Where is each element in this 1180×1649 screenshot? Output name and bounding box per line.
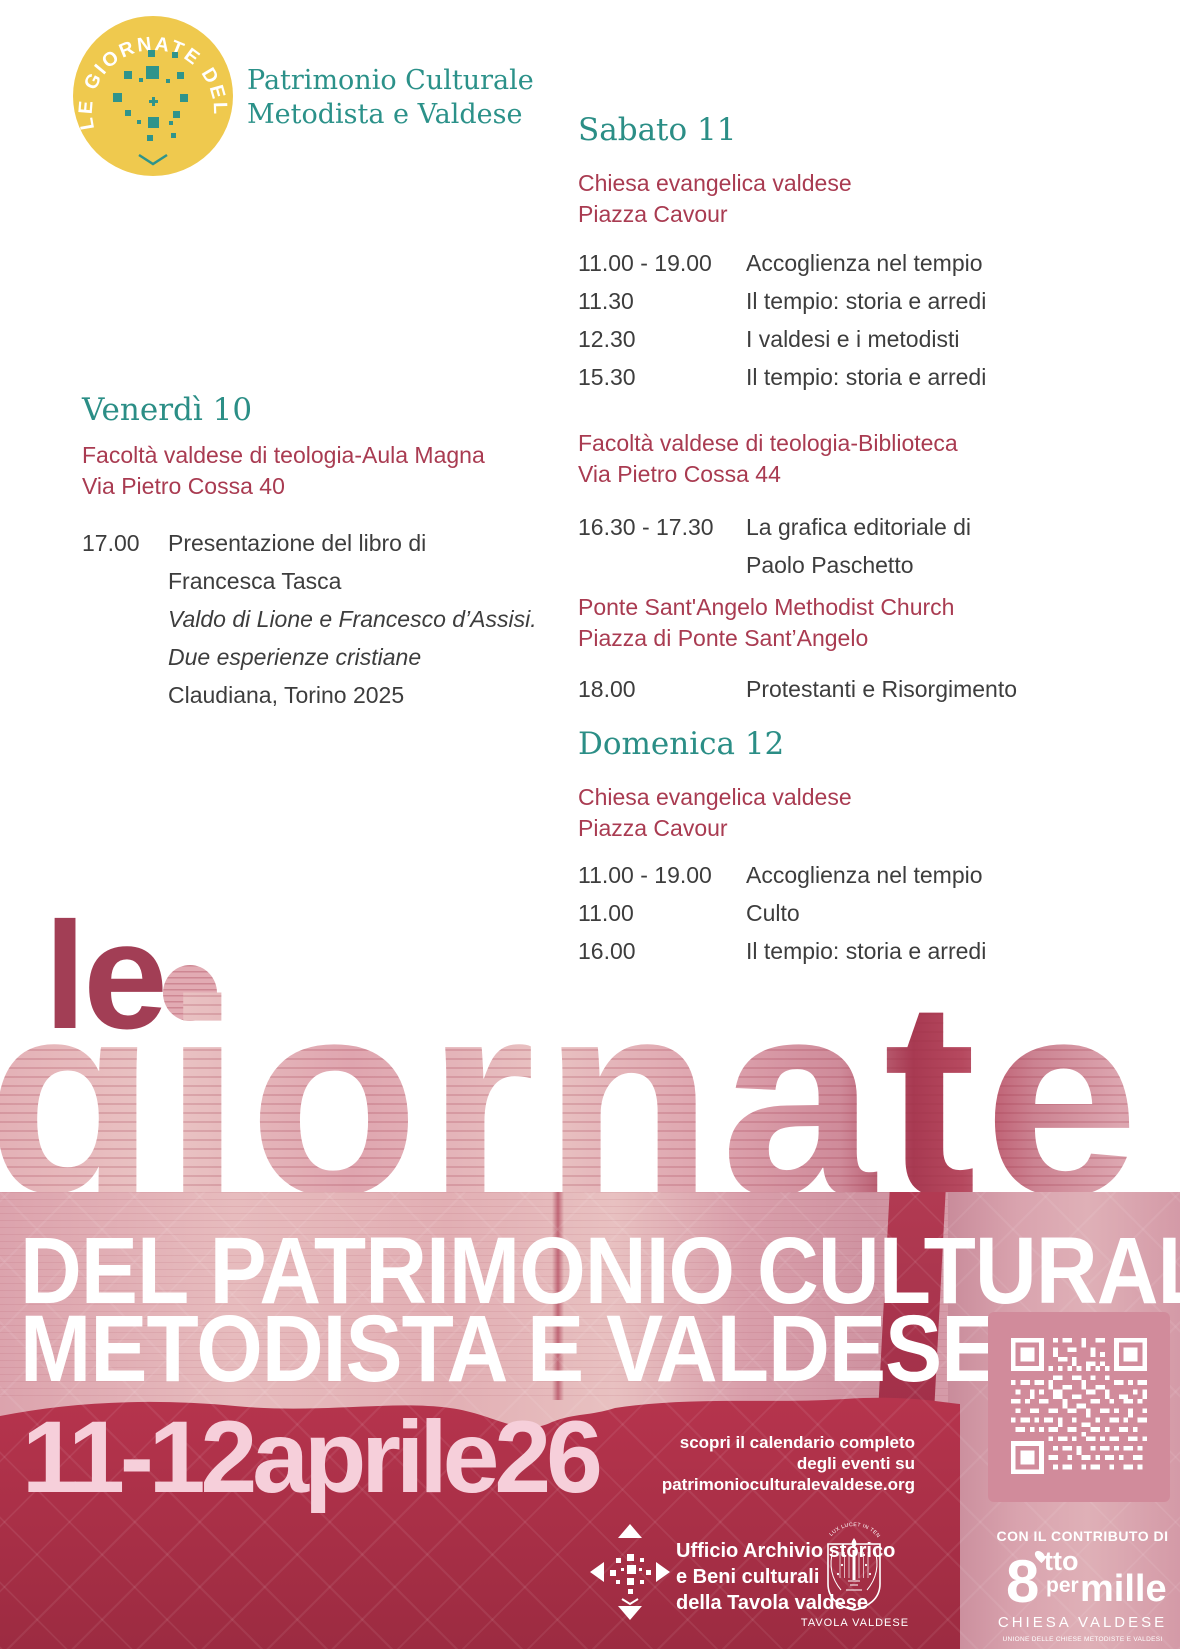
schedule-saturday-1: 11.00 - 19.00 Accoglienza nel tempio 11.… <box>578 248 986 400</box>
venue-friday: Facoltà valdese di teologia-Aula Magna V… <box>82 440 485 502</box>
schedule-saturday-2: 16.30 - 17.30 La grafica editoriale di P… <box>578 512 971 588</box>
row-time: 11.00 <box>578 900 634 926</box>
schedule-row: 11.00 - 19.00 Accoglienza nel tempio <box>578 248 986 278</box>
event-dates: 11-12aprile26 <box>22 1400 603 1514</box>
photo-band-open-book: DEL PATRIMONIO CULTURALE METODISTA E VAL… <box>0 1192 1180 1649</box>
row-activity: I valdesi e i metodisti <box>746 326 960 352</box>
day-title-sunday: Domenica 12 <box>578 726 785 762</box>
venue-saturday-1: Chiesa evangelica valdese Piazza Cavour <box>578 168 852 230</box>
row-activity: Culto <box>746 900 800 926</box>
qr-code <box>1011 1338 1147 1474</box>
cta-website-url[interactable]: patrimonioculturalevaldese.org <box>661 1475 915 1494</box>
venue-line: Piazza Cavour <box>578 815 728 841</box>
badge-squares-pattern <box>113 50 188 141</box>
wordmark-line1: Patrimonio Culturale <box>247 65 534 96</box>
row-activity: La grafica editoriale di <box>746 514 972 540</box>
row-activity: Il tempio: storia e arredi <box>746 288 987 314</box>
venue-line: Chiesa evangelica valdese <box>578 784 852 810</box>
venue-line: Via Pietro Cossa 40 <box>82 473 285 499</box>
band-title-line1: DEL PATRIMONIO CULTURALE <box>20 1218 1180 1324</box>
band-title-line2: METODISTA E VALDESE <box>20 1296 998 1402</box>
row-time: 12.30 <box>578 326 636 352</box>
qr-panel <box>988 1312 1170 1502</box>
row-activity: Accoglienza nel tempio <box>746 862 983 888</box>
office-line: e Beni culturali <box>676 1566 820 1588</box>
row-time: 16.30 - 17.30 <box>578 514 714 540</box>
event-line-book-title: Valdo di Lione e Francesco d’Assisi. <box>168 606 537 632</box>
row-activity: Accoglienza nel tempio <box>746 250 983 276</box>
venue-line: Chiesa evangelica valdese <box>578 170 852 196</box>
day-title-saturday: Sabato 11 <box>578 112 737 148</box>
venue-sunday: Chiesa evangelica valdese Piazza Cavour <box>578 782 852 844</box>
chiesa-valdese-label: CHIESA VALDESE <box>997 1614 1168 1631</box>
schedule-row-continuation: Paolo Paschetto <box>578 550 971 580</box>
cta-line: degli eventi su <box>796 1454 915 1473</box>
otto-per-mille-logo: 8 tto per mille <box>1000 1548 1170 1612</box>
office-line: Ufficio Archivio storico <box>676 1540 896 1562</box>
row-time: 11.00 - 19.00 <box>578 250 712 276</box>
venue-saturday-3: Ponte Sant'Angelo Methodist Church Piazz… <box>578 592 954 654</box>
row-time: 18.00 <box>578 676 636 702</box>
event-wordmark: Patrimonio Culturale Metodista e Valdese <box>247 64 534 132</box>
hero-word-giornate: giornate <box>0 959 1180 1237</box>
otto-digit: 8 <box>1006 1548 1040 1615</box>
chevron-down-icon <box>138 153 168 166</box>
emblem-motto: LUX LUCET IN TENEBRIS <box>818 1518 881 1539</box>
schedule-row: 12.30 I valdesi e i metodisti <box>578 324 986 354</box>
row-activity: Protestanti e Risorgimento <box>746 676 1018 702</box>
event-line: Francesca Tasca <box>168 568 342 594</box>
row-activity: Il tempio: storia e arredi <box>746 364 987 390</box>
venue-line: Piazza di Ponte Sant’Angelo <box>578 625 869 651</box>
book-page-texture <box>0 1192 948 1397</box>
day-title-friday: Venerdì 10 <box>82 392 253 428</box>
wordmark-line2: Metodista e Valdese <box>247 99 523 130</box>
schedule-row: 15.30 Il tempio: storia e arredi <box>578 362 986 392</box>
venue-line: Facoltà valdese di teologia-Biblioteca <box>578 430 958 456</box>
archive-office-text: Ufficio Archivio storico e Beni cultural… <box>676 1538 895 1616</box>
venue-line: Via Pietro Cossa 44 <box>578 461 781 487</box>
venue-saturday-2: Facoltà valdese di teologia-Biblioteca V… <box>578 428 958 490</box>
schedule-row: 18.00 Protestanti e Risorgimento <box>578 674 1017 704</box>
otto-mid: per <box>1046 1574 1079 1597</box>
office-line: della Tavola valdese <box>676 1592 868 1614</box>
contribution-label: CON IL CONTRIBUTO DI <box>996 1528 1169 1544</box>
schedule-row: 11.00 Culto <box>578 898 986 928</box>
row-activity: Paolo Paschetto <box>746 552 914 578</box>
schedule-saturday-3: 18.00 Protestanti e Risorgimento <box>578 674 1017 712</box>
diamond-line-pattern-overlay <box>0 1192 1180 1649</box>
schedule-row: 11.30 Il tempio: storia e arredi <box>578 286 986 316</box>
row-time: 15.30 <box>578 364 636 390</box>
book-center-fold <box>552 1192 564 1400</box>
schedule-row: 16.30 - 17.30 La grafica editoriale di <box>578 512 971 542</box>
otto-top: tto <box>1044 1546 1079 1576</box>
venue-line: Piazza Cavour <box>578 201 728 227</box>
otto-bottom: mille <box>1080 1568 1167 1610</box>
svg-text:LUX LUCET IN TENEBRIS: LUX LUCET IN TENEBRIS <box>818 1518 881 1539</box>
tavola-valdese-emblem: LUX LUCET IN TENEBRIS <box>818 1518 881 1611</box>
cta-line: scopri il calendario completo <box>679 1433 915 1452</box>
venue-line: Facoltà valdese di teologia-Aula Magna <box>82 442 485 468</box>
event-line-publisher: Claudiana, Torino 2025 <box>168 682 405 708</box>
schedule-row: 11.00 - 19.00 Accoglienza nel tempio <box>578 860 986 890</box>
event-description: Presentazione del libro di Francesca Tas… <box>168 524 537 714</box>
candle-flame <box>851 1538 857 1548</box>
row-time: 11.30 <box>578 288 634 314</box>
row-time-spacer <box>578 550 746 580</box>
row-time: 11.00 - 19.00 <box>578 862 712 888</box>
event-line: Presentazione del libro di <box>168 530 427 556</box>
archive-office-compass-icon <box>590 1524 670 1620</box>
friday-event: 17.00 Presentazione del libro di Frances… <box>82 524 537 714</box>
union-churches-line: UNIONE DELLE CHIESE METODISTE E VALDESI <box>1002 1636 1163 1643</box>
event-line-book-subtitle: Due esperienze cristiane <box>168 644 422 670</box>
venue-line: Ponte Sant'Angelo Methodist Church <box>578 594 955 620</box>
emblem-caption: TAVOLA VALDESE <box>800 1617 910 1629</box>
event-time: 17.00 <box>82 530 140 556</box>
calendar-cta: scopri il calendario completo degli even… <box>615 1432 915 1495</box>
book-bottom-dark-red-region <box>0 1397 960 1649</box>
event-badge-logo: LE GIORNATE DEL <box>73 16 233 176</box>
badge-circle <box>73 16 233 176</box>
